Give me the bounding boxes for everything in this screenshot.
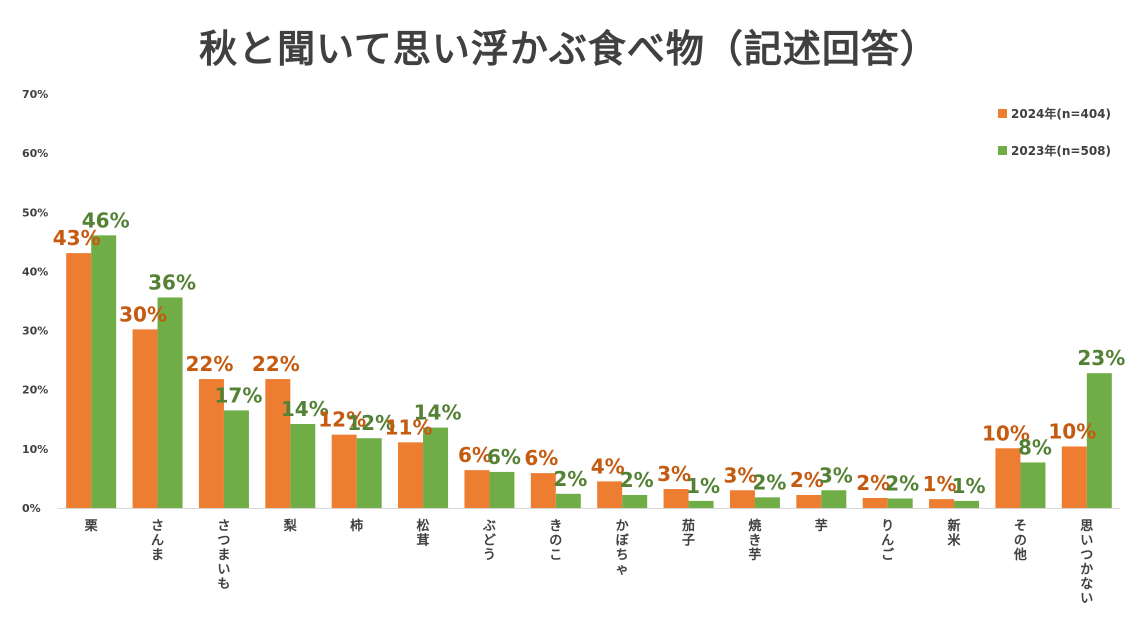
data-label-2023: 1%: [952, 474, 986, 498]
y-tick-label: 60%: [22, 147, 48, 160]
bar-2023: [290, 424, 316, 508]
data-label-2023: 23%: [1077, 346, 1125, 370]
bar-2023: [622, 494, 648, 508]
category-label: りんご: [881, 519, 895, 563]
category-label: 思いつかない: [1080, 519, 1093, 607]
category-label: さんま: [151, 519, 164, 563]
data-label-2024: 11%: [385, 415, 433, 439]
category-label: きのこ: [549, 519, 562, 563]
data-label-2024: 22%: [252, 352, 300, 376]
category-label: 松茸: [417, 518, 430, 549]
data-label-2023: 14%: [414, 401, 462, 425]
data-label-2024: 12%: [318, 408, 366, 432]
bar-2023: [555, 493, 581, 508]
bar-2024: [729, 490, 755, 508]
category-label: ぶどう: [482, 519, 496, 563]
data-label-2024: 10%: [1048, 419, 1096, 443]
category-label: 焼き芋: [748, 518, 761, 563]
bar-2024: [265, 379, 291, 508]
category-label: かぼちゃ: [616, 519, 630, 578]
bar-2023: [754, 497, 780, 508]
y-tick-label: 10%: [22, 443, 48, 456]
data-label-2024: 1%: [923, 472, 957, 496]
y-tick-label: 30%: [22, 325, 48, 338]
bar-2023: [688, 500, 714, 508]
bar-2023: [887, 498, 913, 508]
data-label-2023: 12%: [347, 411, 395, 435]
legend-label: 2023年(n=508): [1011, 143, 1111, 158]
y-tick-label: 0%: [22, 502, 41, 515]
bar-2023: [1086, 373, 1112, 508]
data-label-2024: 2%: [856, 471, 890, 495]
data-label-2024: 3%: [723, 463, 757, 487]
bar-2023: [954, 500, 980, 508]
bar-2024: [530, 473, 556, 508]
data-label-2023: 2%: [620, 468, 654, 492]
data-label-2023: 36%: [148, 270, 196, 294]
data-label-2023: 14%: [281, 397, 329, 421]
bar-2024: [198, 379, 224, 508]
data-label-2023: 1%: [686, 474, 720, 498]
chart-title: 秋と聞いて思い浮かぶ食べ物（記述回答）: [199, 27, 939, 71]
y-tick-label: 20%: [22, 384, 48, 397]
category-label: その他: [1013, 519, 1027, 563]
data-label-2024: 43%: [53, 226, 101, 250]
category-label: 新米: [948, 518, 962, 549]
category-label: 柿: [350, 518, 363, 534]
category-label: 芋: [815, 518, 828, 534]
bar-2024: [1061, 446, 1087, 508]
bar-2024: [132, 329, 158, 508]
data-label-2023: 2%: [553, 467, 587, 491]
legend-label: 2024年(n=404): [1011, 106, 1111, 121]
bar-2024: [796, 494, 822, 508]
data-label-2023: 3%: [819, 463, 853, 487]
category-label: 茄子: [681, 518, 695, 549]
data-label-2024: 10%: [982, 421, 1030, 445]
bar-2024: [331, 434, 357, 508]
data-label-2023: 17%: [215, 383, 263, 407]
bar-2024: [929, 499, 955, 508]
bar-2024: [398, 442, 424, 508]
bar-2024: [597, 481, 623, 508]
category-label: さつまいも: [217, 519, 230, 592]
bar-2023: [91, 235, 117, 508]
data-label-2024: 30%: [119, 302, 167, 326]
bar-2024: [66, 253, 92, 508]
bar-2023: [821, 490, 847, 508]
bar-2023: [223, 410, 249, 508]
y-tick-label: 50%: [22, 206, 48, 219]
data-label-2023: 8%: [1018, 435, 1052, 459]
data-label-2023: 2%: [752, 470, 786, 494]
bar-2023: [356, 438, 382, 508]
y-tick-label: 70%: [22, 88, 48, 101]
legend-swatch: [998, 109, 1007, 118]
data-label-2023: 46%: [82, 208, 130, 232]
bar-2023: [1020, 462, 1046, 508]
data-label-2024: 22%: [186, 352, 234, 376]
bar-2023: [423, 427, 449, 508]
bar-2023: [489, 471, 515, 508]
legend-swatch: [998, 146, 1007, 155]
data-label-2024: 6%: [458, 443, 492, 467]
data-label-2024: 4%: [591, 454, 625, 478]
data-label-2024: 2%: [790, 468, 824, 492]
bar-2023: [157, 297, 183, 508]
data-label-2023: 2%: [885, 472, 919, 496]
data-label-2024: 6%: [524, 446, 558, 470]
category-label: 梨: [283, 518, 298, 534]
bar-2024: [663, 489, 689, 508]
y-tick-label: 40%: [22, 265, 48, 278]
category-label: 栗: [85, 519, 98, 534]
bar-2024: [862, 497, 888, 508]
data-label-2024: 3%: [657, 462, 691, 486]
bar-2024: [995, 448, 1021, 508]
data-label-2023: 6%: [487, 445, 521, 469]
bar-2024: [464, 470, 490, 508]
